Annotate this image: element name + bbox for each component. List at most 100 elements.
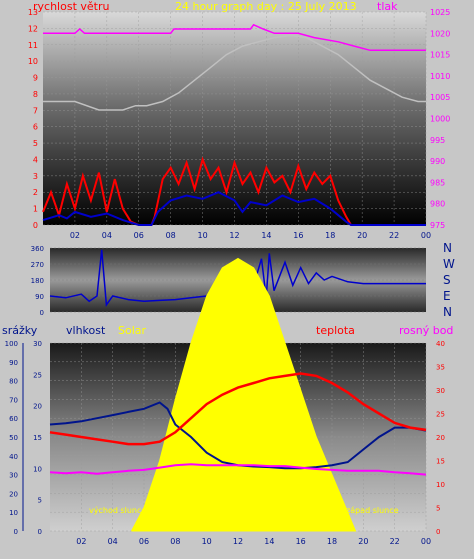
label-solar: Solar xyxy=(118,324,147,337)
tick-pressure-3: 990 xyxy=(430,157,445,166)
tick-hour-bottom-9: 20 xyxy=(358,537,368,546)
tick-hour-top-3: 08 xyxy=(166,231,176,240)
tick-humidity-1: 5 xyxy=(38,497,42,505)
tick-wind-3: 3 xyxy=(33,172,38,181)
tick-wind-1: 1 xyxy=(33,205,38,214)
header-pressure: tlak xyxy=(377,0,398,13)
tick-humidity-5: 25 xyxy=(33,371,42,379)
tick-temperature-6: 30 xyxy=(436,387,445,395)
header-wind-speed: rychlost větru xyxy=(33,0,109,13)
tick-hour-top-5: 12 xyxy=(229,231,239,240)
tick-hour-top-9: 20 xyxy=(357,231,367,240)
tick-rain-9: 90 xyxy=(9,359,18,367)
tick-hour-top-10: 22 xyxy=(389,231,399,240)
tick-pressure-4: 995 xyxy=(430,136,445,145)
tick-hour-top-0: 02 xyxy=(70,231,80,240)
tick-wind-11: 11 xyxy=(28,41,38,50)
tick-hour-bottom-10: 22 xyxy=(390,537,400,546)
tick-pressure-5: 1000 xyxy=(430,115,450,124)
series-pressure xyxy=(43,23,426,52)
tick-rain-10: 100 xyxy=(5,340,18,348)
axis-ticks: 0123456789101112139759809859909951000100… xyxy=(5,8,451,546)
tick-wind-9: 9 xyxy=(33,74,38,83)
tick-temperature-2: 10 xyxy=(436,481,445,489)
grid-wind xyxy=(43,11,427,226)
tick-pressure-7: 1010 xyxy=(430,72,450,81)
tick-temperature-7: 35 xyxy=(436,364,445,372)
tick-temperature-0: 0 xyxy=(436,528,440,536)
tick-hour-bottom-3: 08 xyxy=(170,537,180,546)
series-temperature-ghost xyxy=(43,34,426,111)
tick-pressure-0: 975 xyxy=(430,221,445,230)
tick-wind-10: 10 xyxy=(28,57,38,66)
tick-wind-12: 12 xyxy=(28,24,38,33)
series-wind-speed xyxy=(42,156,426,226)
tick-wind-13: 13 xyxy=(28,8,38,17)
series-wind xyxy=(42,23,426,226)
tick-humidity-6: 30 xyxy=(33,340,42,348)
tick-hour-top-4: 10 xyxy=(197,231,207,240)
tick-wind-6: 6 xyxy=(33,123,38,132)
tick-hour-top-2: 06 xyxy=(134,231,144,240)
label-rain: srážky xyxy=(2,324,38,337)
tick-wind-7: 7 xyxy=(33,106,38,115)
tick-hour-bottom-11: 00 xyxy=(421,537,431,546)
tick-temperature-8: 40 xyxy=(436,340,445,348)
tick-rain-7: 70 xyxy=(9,396,18,404)
tick-direction-2: 180 xyxy=(31,277,44,285)
tick-humidity-3: 15 xyxy=(33,434,42,442)
tick-temperature-5: 25 xyxy=(436,411,445,419)
tick-temperature-1: 5 xyxy=(436,505,440,513)
tick-humidity-2: 10 xyxy=(33,465,42,473)
label-humidity: vlhkost xyxy=(66,324,106,337)
tick-rain-0: 0 xyxy=(14,528,18,536)
tick-pressure-1: 980 xyxy=(430,200,445,209)
tick-pressure-8: 1015 xyxy=(430,51,450,60)
annotation-sunset: západ slunce xyxy=(346,506,399,515)
tick-hour-bottom-7: 16 xyxy=(296,537,306,546)
tick-hour-bottom-4: 10 xyxy=(202,537,212,546)
tick-humidity-4: 20 xyxy=(33,403,42,411)
tick-pressure-2: 985 xyxy=(430,178,445,187)
tick-hour-top-6: 14 xyxy=(261,231,271,240)
tick-temperature-4: 20 xyxy=(436,434,445,442)
tick-rain-3: 30 xyxy=(9,472,18,480)
compass-w: W xyxy=(443,257,455,271)
tick-hour-top-11: 00 xyxy=(421,231,431,240)
label-dewpoint: rosný bod xyxy=(399,324,453,337)
tick-hour-bottom-8: 18 xyxy=(327,537,337,546)
compass-n-bottom: N xyxy=(443,305,452,319)
tick-direction-0: 360 xyxy=(31,245,44,253)
label-temperature: teplota xyxy=(316,324,355,337)
tick-wind-8: 8 xyxy=(33,90,38,99)
series-wind-average xyxy=(42,191,426,226)
tick-hour-bottom-5: 12 xyxy=(233,537,243,546)
tick-pressure-6: 1005 xyxy=(430,93,450,102)
tick-rain-8: 80 xyxy=(9,378,18,386)
tick-wind-0: 0 xyxy=(33,221,38,230)
tick-wind-4: 4 xyxy=(33,155,38,164)
tick-hour-top-1: 04 xyxy=(102,231,112,240)
annotation-sunrise: východ slunce xyxy=(89,506,146,515)
compass-n-top: N xyxy=(443,241,452,255)
tick-rain-2: 20 xyxy=(9,490,18,498)
series-dewpoint xyxy=(49,463,427,476)
tick-direction-4: 0 xyxy=(40,309,44,317)
tick-hour-bottom-6: 14 xyxy=(264,537,274,546)
tick-hour-top-8: 18 xyxy=(325,231,335,240)
tick-wind-5: 5 xyxy=(33,139,38,148)
tick-pressure-9: 1020 xyxy=(430,29,450,38)
compass-s: S xyxy=(443,273,451,287)
series-temperature xyxy=(49,372,427,446)
tick-rain-5: 50 xyxy=(9,434,18,442)
tick-rain-6: 60 xyxy=(9,415,18,423)
tick-rain-1: 10 xyxy=(9,509,18,517)
header-graph-title: 24 hour graph day : 25 July 2013 xyxy=(175,0,357,13)
compass-e: E xyxy=(443,289,451,303)
tick-wind-2: 2 xyxy=(33,188,38,197)
tick-pressure-10: 1025 xyxy=(430,8,450,17)
tick-direction-1: 270 xyxy=(31,261,44,269)
tick-hour-bottom-1: 04 xyxy=(108,537,118,546)
